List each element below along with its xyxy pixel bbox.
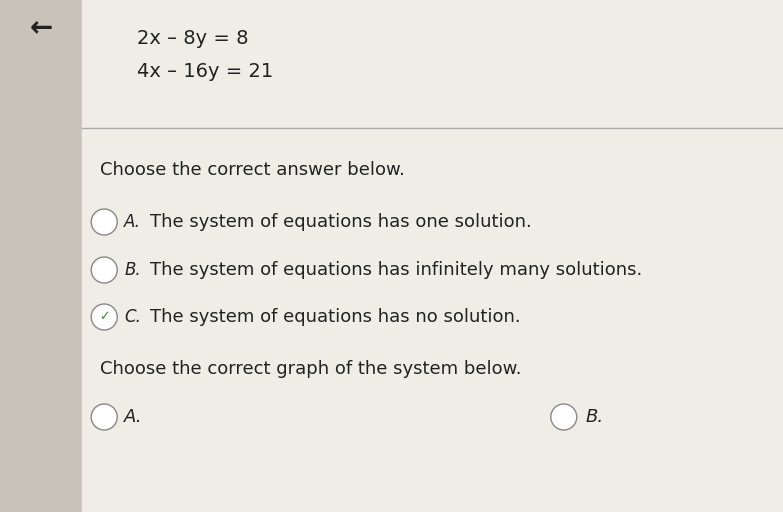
Text: B.: B. (586, 408, 604, 426)
Text: 4x – 16y = 21: 4x – 16y = 21 (137, 62, 273, 81)
Text: Choose the correct answer below.: Choose the correct answer below. (100, 161, 405, 179)
Circle shape (91, 257, 117, 283)
Circle shape (91, 404, 117, 430)
Text: The system of equations has infinitely many solutions.: The system of equations has infinitely m… (150, 261, 643, 279)
Circle shape (550, 404, 577, 430)
Bar (0, 0, 82, 512)
Text: ←: ← (30, 14, 52, 42)
Text: The system of equations has no solution.: The system of equations has no solution. (150, 308, 521, 326)
Text: A.: A. (124, 213, 141, 231)
Circle shape (91, 209, 117, 235)
Text: C.: C. (124, 308, 141, 326)
Text: ✓: ✓ (99, 310, 110, 324)
Circle shape (91, 304, 117, 330)
Text: B.: B. (124, 261, 141, 279)
Text: The system of equations has one solution.: The system of equations has one solution… (150, 213, 532, 231)
Bar (82, 0, 783, 512)
Text: 2x – 8y = 8: 2x – 8y = 8 (137, 29, 249, 48)
Text: Choose the correct graph of the system below.: Choose the correct graph of the system b… (100, 360, 521, 378)
Text: A.: A. (124, 408, 143, 426)
